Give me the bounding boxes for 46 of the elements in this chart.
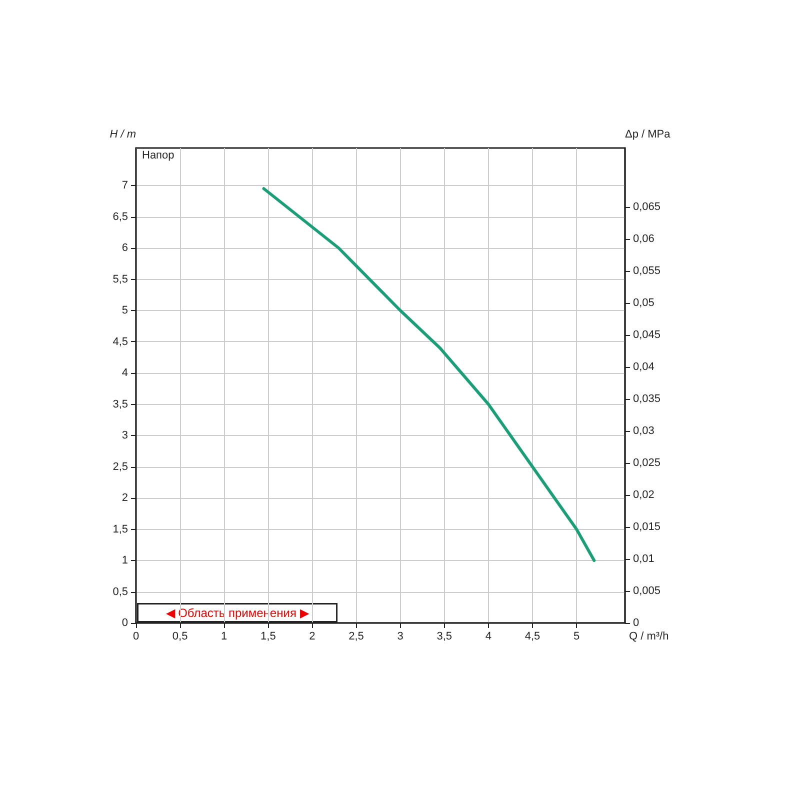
y2-tick-label: 0,005 xyxy=(633,584,661,597)
x-tick-label: 4 xyxy=(485,630,492,642)
y-axis-title: H / m xyxy=(110,128,136,140)
x-tick-label: 3,5 xyxy=(436,630,452,642)
y-tick-label: 0 xyxy=(122,617,128,629)
line-series xyxy=(262,187,596,562)
y2-tick-label: 0,01 xyxy=(633,552,654,565)
x-tick-label: 1 xyxy=(221,630,228,642)
y-tick-label: 2 xyxy=(122,492,128,504)
y2-tick-label: 0,015 xyxy=(633,520,661,533)
x-tick-label: 4,5 xyxy=(524,630,540,642)
y-tick-label: 1,5 xyxy=(112,523,128,536)
y2-tick-label: 0,04 xyxy=(633,360,654,373)
y2-tick-label: 0 xyxy=(633,617,640,629)
y-tick-label: 2,5 xyxy=(112,460,128,473)
y2-axis-title: Δp / MPa xyxy=(625,128,672,140)
y2-tick-label: 0,05 xyxy=(633,296,654,309)
y2-tick-label: 0,035 xyxy=(633,392,661,405)
y-tick-label: 4 xyxy=(122,367,128,379)
y-tick-label: 7 xyxy=(122,180,128,192)
y2-tick-label: 0,03 xyxy=(633,424,654,437)
y-tick-label: 4,5 xyxy=(112,336,128,348)
annotation: Напор xyxy=(142,150,174,162)
y-tick-label: 0,5 xyxy=(112,586,128,598)
x-tick-label: 5 xyxy=(573,630,580,642)
y-tick-label: 3,5 xyxy=(112,398,128,410)
y-tick-label: 3 xyxy=(122,430,128,442)
x-tick-label: 0 xyxy=(132,630,140,642)
y-tick-label: 6,5 xyxy=(112,210,128,223)
y2-tick-label: 0,025 xyxy=(633,456,661,469)
annotation: ◀ Область применения ▶ xyxy=(166,606,310,620)
x-tick-label: 2 xyxy=(309,630,316,642)
x-tick-label: 3 xyxy=(397,630,404,642)
y2-tick-label: 0,065 xyxy=(633,200,661,213)
x-tick-label: 1,5 xyxy=(260,630,276,642)
y-tick-label: 5,5 xyxy=(112,273,128,286)
y-tick-label: 6 xyxy=(122,242,128,254)
y2-tick-label: 0,06 xyxy=(633,232,654,245)
y2-tick-label: 0,02 xyxy=(633,488,654,501)
x-tick-label: 0,5 xyxy=(172,630,188,642)
y-tick-label: 5 xyxy=(122,304,128,316)
y-tick-label: 1 xyxy=(122,554,128,566)
x-tick-label: 2,5 xyxy=(348,630,364,642)
y2-tick-label: 0,055 xyxy=(633,264,661,277)
x-axis-title: Q / m³/h xyxy=(629,630,669,642)
y2-tick-label: 0,045 xyxy=(633,328,661,341)
